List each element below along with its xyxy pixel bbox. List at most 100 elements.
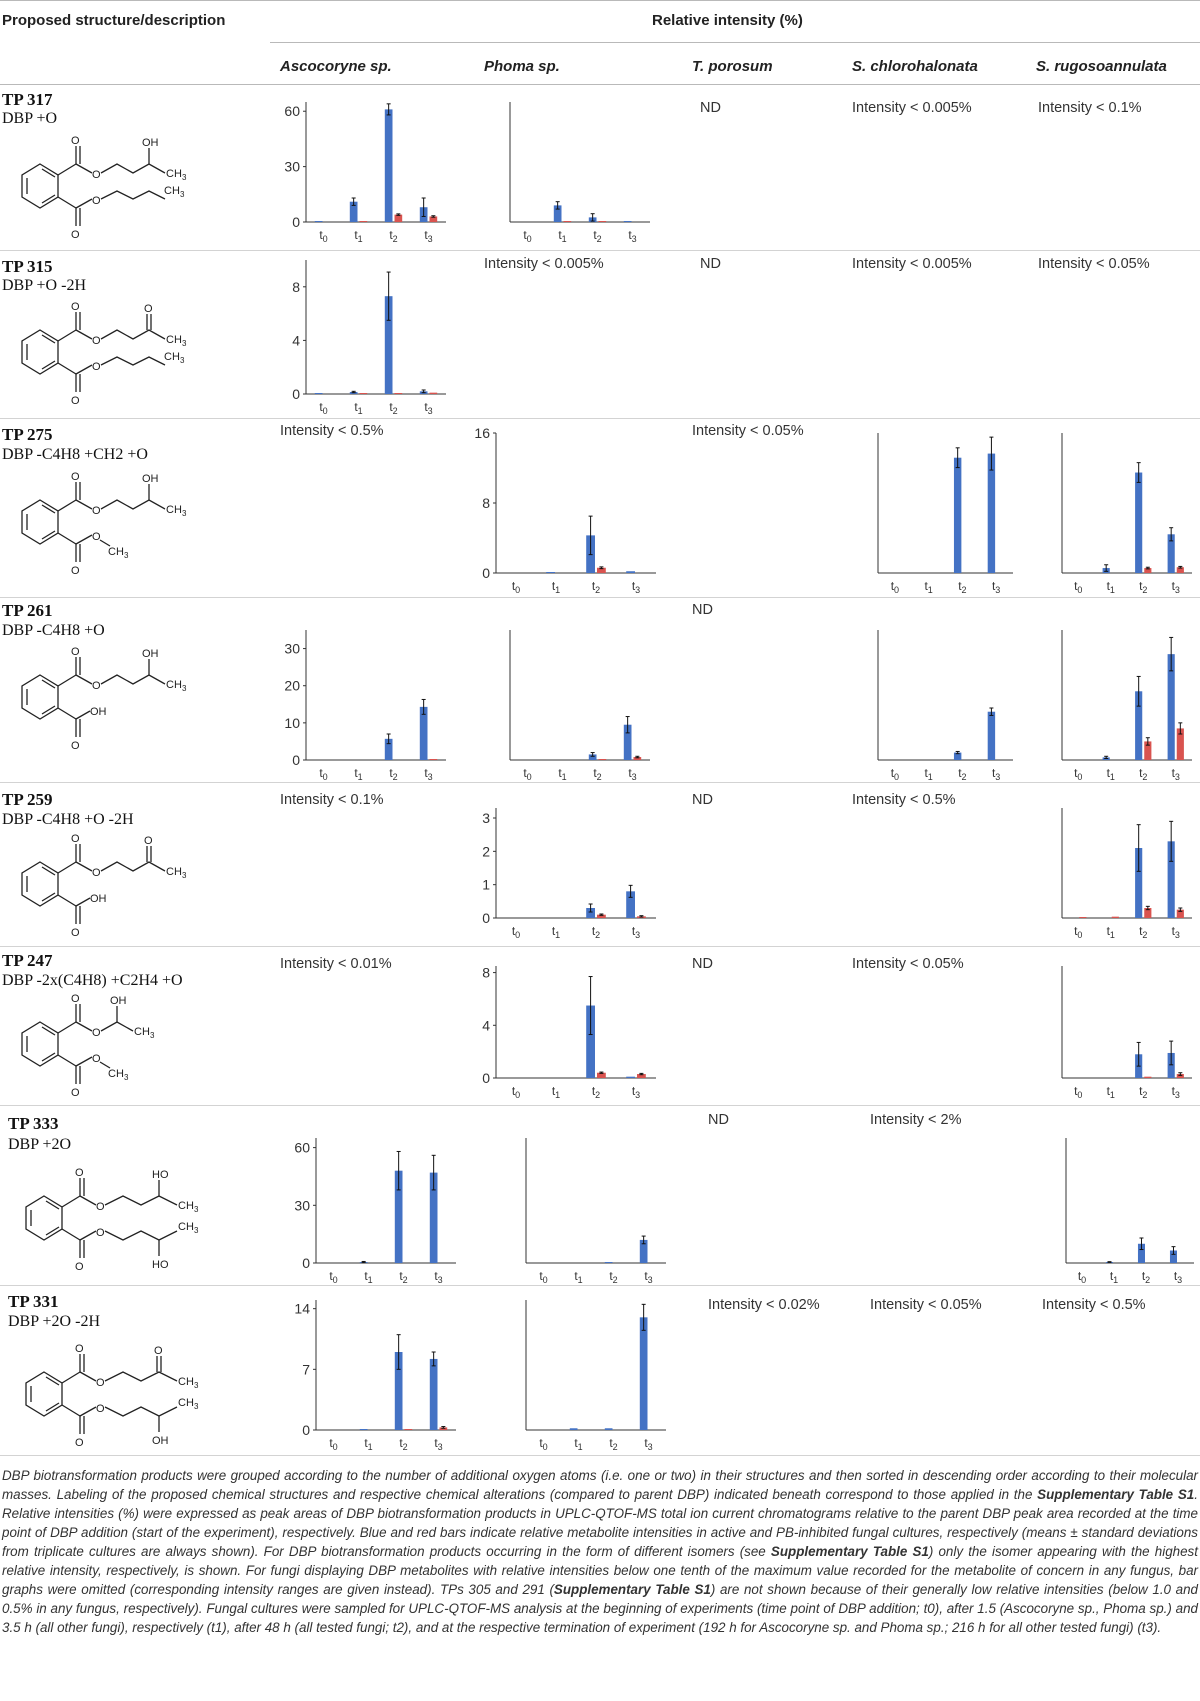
note-tp315-rugosoannulata: Intensity < 0.05% (1038, 256, 1150, 272)
svg-text:O: O (92, 361, 101, 373)
x-tick-label: t2 (389, 400, 397, 416)
bar-inhibited (597, 567, 606, 573)
y-tick-label: 0 (292, 214, 300, 230)
svg-text:CH: CH (178, 1397, 194, 1409)
y-tick-label: 1 (482, 877, 490, 893)
svg-text:CH: CH (108, 1068, 124, 1080)
y-tick-label: 14 (294, 1301, 310, 1317)
chart-tp275-phoma: 0 8 16 t0 t1 t2 t3 (474, 425, 656, 595)
bar-active (639, 1239, 648, 1263)
chart-tp261-phoma: t0 t1 t2 t3 (509, 630, 650, 782)
bar-active (314, 393, 323, 394)
x-tick-label: t2 (1139, 766, 1147, 782)
bar-active (1169, 1250, 1177, 1263)
x-tick-label: t1 (1107, 924, 1115, 940)
tp-id: TP 315 (2, 257, 53, 276)
row-divider (0, 250, 1200, 251)
svg-text:3: 3 (150, 1031, 155, 1040)
chart-tp275-rugosoannulata: t0 t1 t2 t3 (1061, 433, 1192, 595)
bar-active (384, 109, 393, 222)
y-tick-label: 3 (482, 810, 490, 826)
svg-text:CH: CH (166, 866, 182, 878)
svg-text:CH: CH (166, 168, 182, 180)
x-tick-label: t2 (958, 579, 966, 595)
x-tick-label: t1 (924, 579, 932, 595)
tp-id: TP 317 (2, 90, 53, 109)
tp-description: DBP +2O (8, 1136, 72, 1153)
figure-caption: DBP biotransformation products were grou… (2, 1466, 1198, 1637)
header-relative-intensity: Relative intensity (%) (652, 12, 803, 29)
svg-text:O: O (75, 1261, 84, 1273)
x-tick-label: t1 (1107, 1084, 1115, 1100)
svg-text:3: 3 (182, 173, 187, 182)
bar-inhibited (429, 759, 438, 760)
x-tick-label: t1 (1110, 1269, 1118, 1285)
x-tick-label: t3 (644, 1436, 652, 1452)
svg-text:CH: CH (108, 546, 124, 558)
x-tick-label: t0 (1074, 1084, 1082, 1100)
svg-text:CH: CH (166, 679, 182, 691)
svg-text:O: O (71, 927, 80, 939)
caption-text: ) only the isomer appearing with the hig… (2, 1544, 1198, 1597)
svg-text:OH: OH (142, 648, 159, 660)
bar-inhibited (637, 1074, 646, 1078)
svg-text:CH: CH (166, 334, 182, 346)
y-tick-label: 2 (482, 843, 490, 859)
svg-text:CH: CH (166, 504, 182, 516)
table-bottom-rule (0, 1455, 1200, 1456)
bar-inhibited (598, 759, 607, 760)
tp-id: TP 247 (2, 951, 53, 970)
y-tick-label: 0 (482, 1070, 490, 1086)
note-tp315-phoma: Intensity < 0.005% (484, 256, 604, 272)
header-org-tporosum: T. porosum (692, 58, 773, 75)
x-tick-label: t0 (1074, 924, 1082, 940)
x-tick-label: t1 (552, 924, 560, 940)
y-tick-label: 16 (474, 425, 490, 441)
tp-id: TP 331 (8, 1292, 59, 1311)
row-divider (0, 597, 1200, 598)
y-tick-label: 0 (292, 386, 300, 402)
chart-tp315-ascocoryne: 0 4 8 t0 t1 t2 t3 (292, 260, 446, 416)
bar-active (384, 296, 393, 394)
chart-tp333-ascocoryne: 0 30 60 t0 t1 t2 t3 (294, 1138, 456, 1285)
bar-inhibited (1144, 741, 1152, 760)
structure-tp315: OO O CH 3 OO CH 3 (21, 301, 187, 407)
x-tick-label: t0 (523, 766, 531, 782)
svg-text:O: O (71, 993, 80, 1005)
svg-text:O: O (92, 505, 101, 517)
x-tick-label: t3 (992, 579, 1000, 595)
structure-tp275: OO OH CH 3 OO CH 3 (21, 471, 187, 577)
svg-text:O: O (92, 195, 101, 207)
chart-tp317-phoma: t0 t1 t2 t3 (509, 102, 650, 244)
y-tick-label: 30 (284, 641, 300, 657)
svg-text:O: O (92, 169, 101, 181)
x-tick-label: t0 (319, 228, 327, 244)
caption-text: ) are not shown because of their general… (2, 1582, 1198, 1635)
y-tick-label: 8 (482, 965, 490, 981)
svg-text:O: O (96, 1377, 105, 1389)
note-tp331-chlorohalonata: Intensity < 0.05% (870, 1297, 982, 1313)
header-org-rugosoannulata: S. rugosoannulata (1036, 58, 1167, 75)
chart-tp259-rugosoannulata: t0 t1 t2 t3 (1061, 808, 1192, 940)
bar-active (604, 1428, 613, 1430)
y-tick-label: 0 (482, 910, 490, 926)
y-tick-label: 30 (294, 1197, 310, 1213)
x-tick-label: t3 (424, 400, 432, 416)
svg-text:OH: OH (110, 995, 127, 1007)
x-tick-label: t1 (354, 400, 362, 416)
note-tp331-rugosoannulata: Intensity < 0.5% (1042, 1297, 1146, 1313)
bar-inhibited (597, 1072, 606, 1078)
caption-table-ref: Supplementary Table S1 (553, 1582, 711, 1597)
y-tick-label: 0 (302, 1255, 310, 1271)
chart-tp261-ascocoryne: 0 10 20 30 t0 t1 t2 t3 (284, 630, 446, 782)
row-divider (0, 1285, 1200, 1286)
note-tp247-tporosum: ND (692, 956, 713, 972)
structure-tp317: OO OH CH 3 OO CH 3 (21, 135, 187, 241)
x-tick-label: t1 (552, 579, 560, 595)
svg-text:HO: HO (152, 1259, 169, 1271)
note-tp315-chlorohalonata: Intensity < 0.005% (852, 256, 972, 272)
chart-tp333-rugosoannulata: t0 t1 t2 t3 (1065, 1138, 1194, 1285)
y-tick-label: 4 (292, 332, 300, 348)
bar-active (623, 724, 632, 760)
